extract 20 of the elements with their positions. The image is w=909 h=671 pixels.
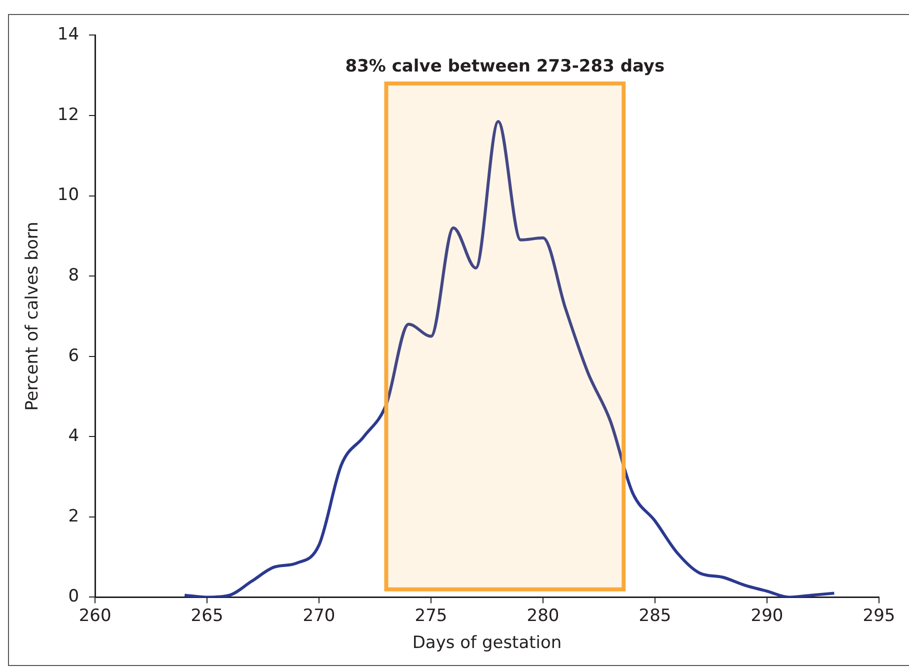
y-axis-title: Percent of calves born <box>22 222 43 411</box>
x-tick-label: 270 <box>302 606 336 626</box>
x-tick-label: 290 <box>750 606 784 626</box>
y-tick-label: 2 <box>68 506 80 526</box>
y-tick-label: 0 <box>68 586 80 607</box>
y-tick-label: 12 <box>57 104 80 125</box>
y-tick-label: 10 <box>57 185 80 206</box>
x-tick-label: 260 <box>78 606 112 626</box>
x-axis-title: Days of gestation <box>412 633 562 654</box>
x-tick-label: 285 <box>638 606 672 626</box>
y-tick-label: 8 <box>68 265 80 286</box>
y-tick-label: 4 <box>68 426 80 446</box>
x-tick-label: 275 <box>414 606 448 626</box>
x-tick-label: 265 <box>190 606 224 626</box>
x-tick-label: 280 <box>526 606 560 626</box>
y-tick-label: 6 <box>68 346 80 366</box>
line-series <box>183 120 836 598</box>
band-label: 83% calve between 273-283 days <box>345 56 665 76</box>
y-tick-label: 14 <box>57 24 80 45</box>
x-tick-label: 295 <box>862 606 896 626</box>
